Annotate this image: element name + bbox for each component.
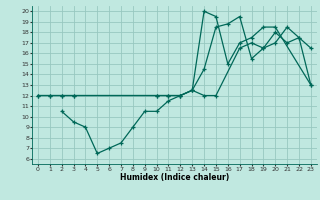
X-axis label: Humidex (Indice chaleur): Humidex (Indice chaleur)	[120, 173, 229, 182]
